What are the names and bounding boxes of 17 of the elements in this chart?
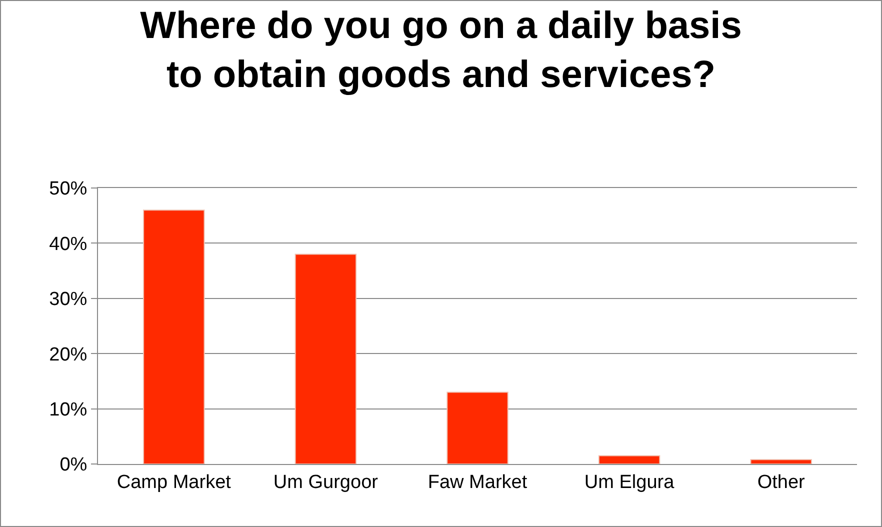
bar [446, 392, 508, 464]
y-tick-label: 20% [49, 344, 88, 366]
x-tick-label: Um Gurgoor [273, 472, 379, 493]
y-tick-label: 50% [49, 178, 88, 200]
y-tick-label: 40% [49, 234, 88, 255]
bar [750, 459, 812, 464]
bar [143, 210, 205, 464]
chart-title: Where do you go on a daily basis to obtain goods and services? [140, 4, 742, 96]
x-tick-label: Faw Market [428, 472, 528, 493]
y-tick-label: 30% [49, 289, 88, 310]
x-tick-label: Other [757, 472, 806, 493]
x-tick-label: Um Elgura [584, 472, 675, 493]
y-tick-label: 10% [49, 399, 88, 420]
bar [598, 455, 660, 464]
y-tick-label: 0% [60, 454, 88, 476]
x-tick-label: Camp Market [116, 472, 232, 493]
bar [294, 254, 357, 464]
